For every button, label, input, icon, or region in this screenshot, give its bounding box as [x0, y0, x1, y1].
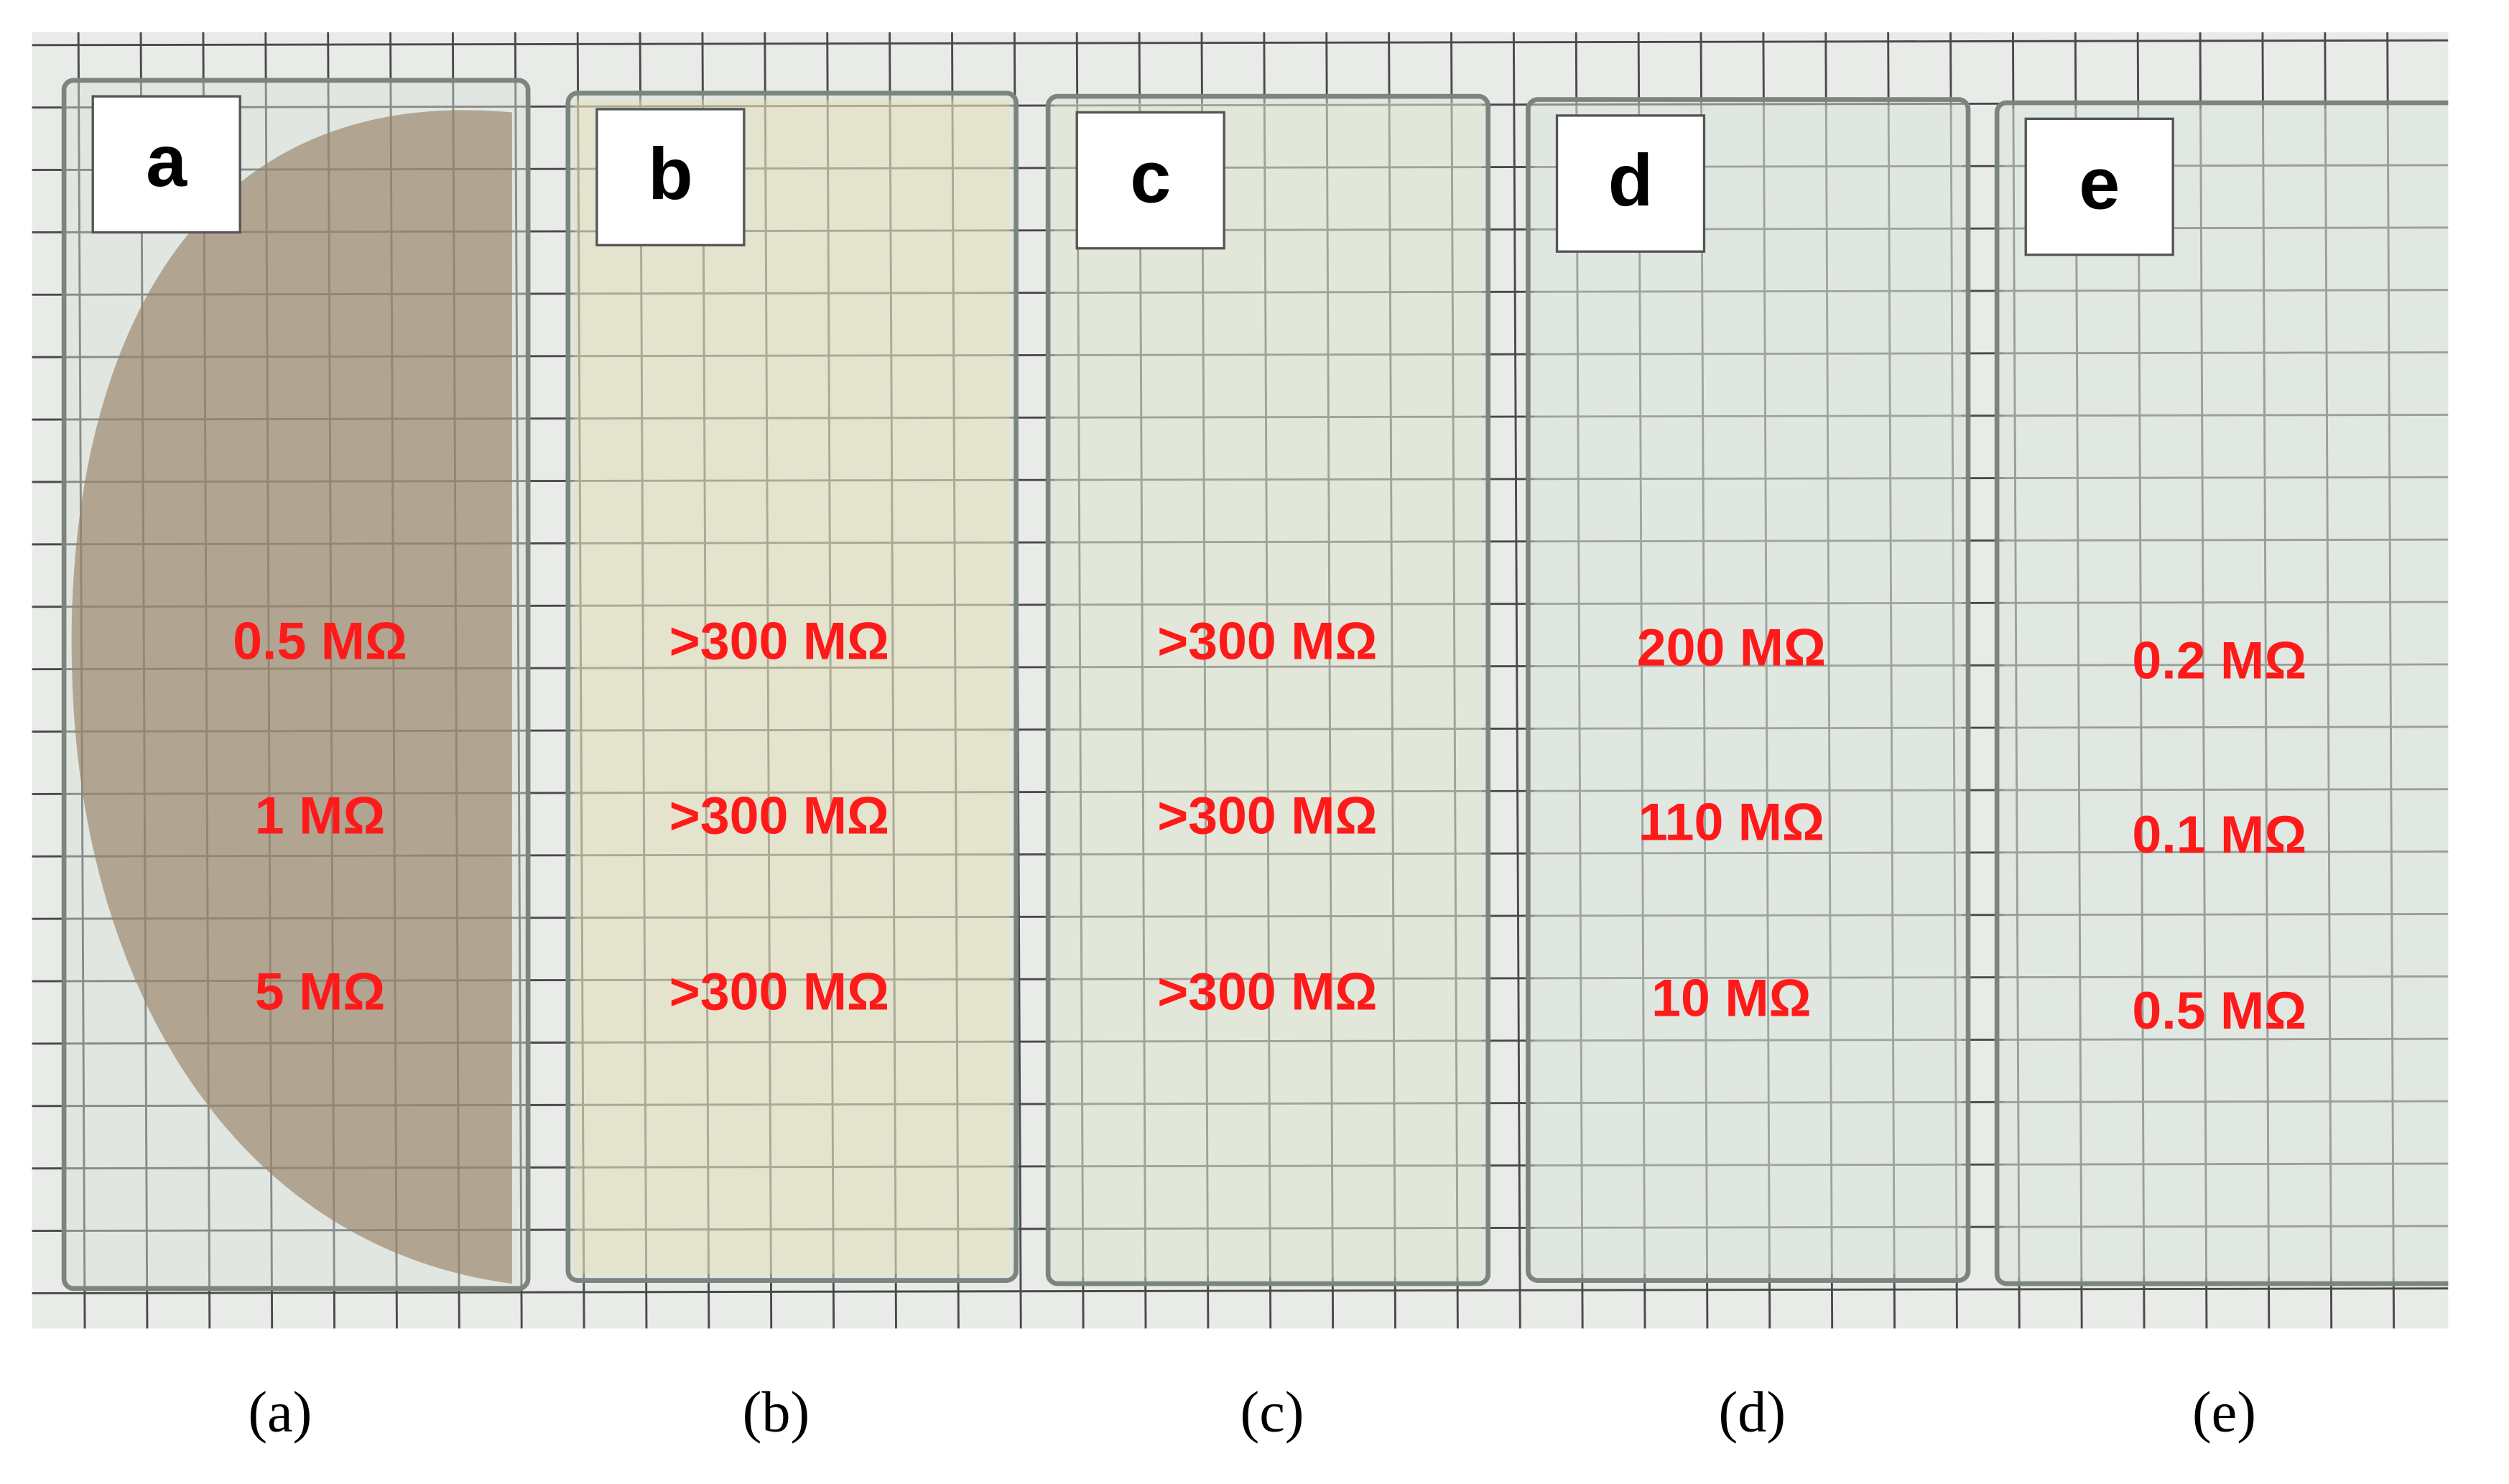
grid-line: [2199, 32, 2208, 1329]
grid-line: [951, 32, 960, 1329]
resistance-reading: >300 MΩ: [1157, 785, 1377, 845]
grid-line: [1325, 32, 1335, 1329]
panel-letter: c: [1130, 135, 1171, 218]
grid-line: [576, 32, 585, 1329]
resistance-reading: 0.5 MΩ: [233, 611, 407, 671]
label-box: [1075, 111, 1225, 250]
resistance-reading: 1 MΩ: [255, 785, 385, 845]
resistance-reading: 0.2 MΩ: [2132, 630, 2306, 690]
grid-line: [764, 32, 773, 1329]
panel-caption: (c): [1240, 1381, 1304, 1444]
resistance-reading: 5 MΩ: [255, 962, 385, 1021]
resistance-reading: 0.5 MΩ: [2132, 980, 2306, 1040]
grid-line: [1824, 32, 1834, 1329]
grid-line: [639, 32, 648, 1329]
label-box: [595, 108, 746, 246]
glass-slide: [1526, 97, 1971, 1283]
resistance-reading: >300 MΩ: [669, 785, 889, 845]
grid-line: [2450, 32, 2457, 1328]
grid-line: [1887, 32, 1896, 1329]
grid-line: [2261, 32, 2271, 1329]
panel-caption: (b): [743, 1381, 810, 1444]
slides: a 0.5 MΩ 1 MΩ 5 MΩ b >300 MΩ >300 MΩ >300 MΩ c >3…: [61, 78, 2449, 1291]
film-tint: [1054, 103, 1482, 1278]
grid-line: [32, 1287, 2449, 1294]
resistance-reading: 110 MΩ: [1638, 792, 1824, 851]
glass-slide: [565, 91, 1019, 1283]
grid-line: [826, 32, 835, 1329]
film-tint: [1534, 106, 1962, 1274]
panel-caption: (a): [248, 1381, 312, 1444]
panel-letter: b: [648, 132, 693, 215]
resistance-reading: 10 MΩ: [1651, 968, 1811, 1027]
film-tint: [2003, 108, 2449, 1278]
grid-line: [1762, 32, 1771, 1329]
resistance-reading: 0.1 MΩ: [2132, 804, 2306, 864]
film-tint: [574, 99, 1010, 1274]
panel-letter: d: [1608, 139, 1654, 221]
resistance-reading: 200 MΩ: [1637, 618, 1826, 677]
glass-slide: [1994, 100, 2449, 1286]
grid-line: [1512, 32, 1521, 1329]
label-box: [2024, 117, 2174, 256]
grid-line: [2011, 32, 2021, 1329]
grid-line: [32, 39, 2449, 47]
panel-caption: (e): [2192, 1381, 2256, 1444]
grid-line: [514, 32, 523, 1329]
grid-line: [1388, 32, 1396, 1329]
panel-caption: (d): [1719, 1381, 1786, 1444]
panel-letter: a: [146, 119, 187, 202]
glass-slide: [1045, 93, 1491, 1286]
resistance-reading: >300 MΩ: [1157, 611, 1377, 671]
grid-line: [1949, 32, 1958, 1329]
film-tint: [71, 110, 512, 1284]
grid-line: [2386, 32, 2396, 1329]
panel-letter: e: [2079, 142, 2120, 224]
resistance-reading: >300 MΩ: [1157, 962, 1377, 1021]
grid-line: [701, 32, 710, 1329]
resistance-reading: >300 MΩ: [669, 611, 889, 671]
grid-line: [1450, 32, 1459, 1329]
label-box: [91, 95, 241, 234]
grid-line: [16, 32, 22, 1328]
label-box: [1555, 114, 1706, 253]
grid-line: [889, 32, 897, 1329]
grid-line: [2324, 32, 2333, 1329]
grid-line: [1263, 32, 1272, 1329]
resistance-reading: >300 MΩ: [669, 962, 889, 1021]
